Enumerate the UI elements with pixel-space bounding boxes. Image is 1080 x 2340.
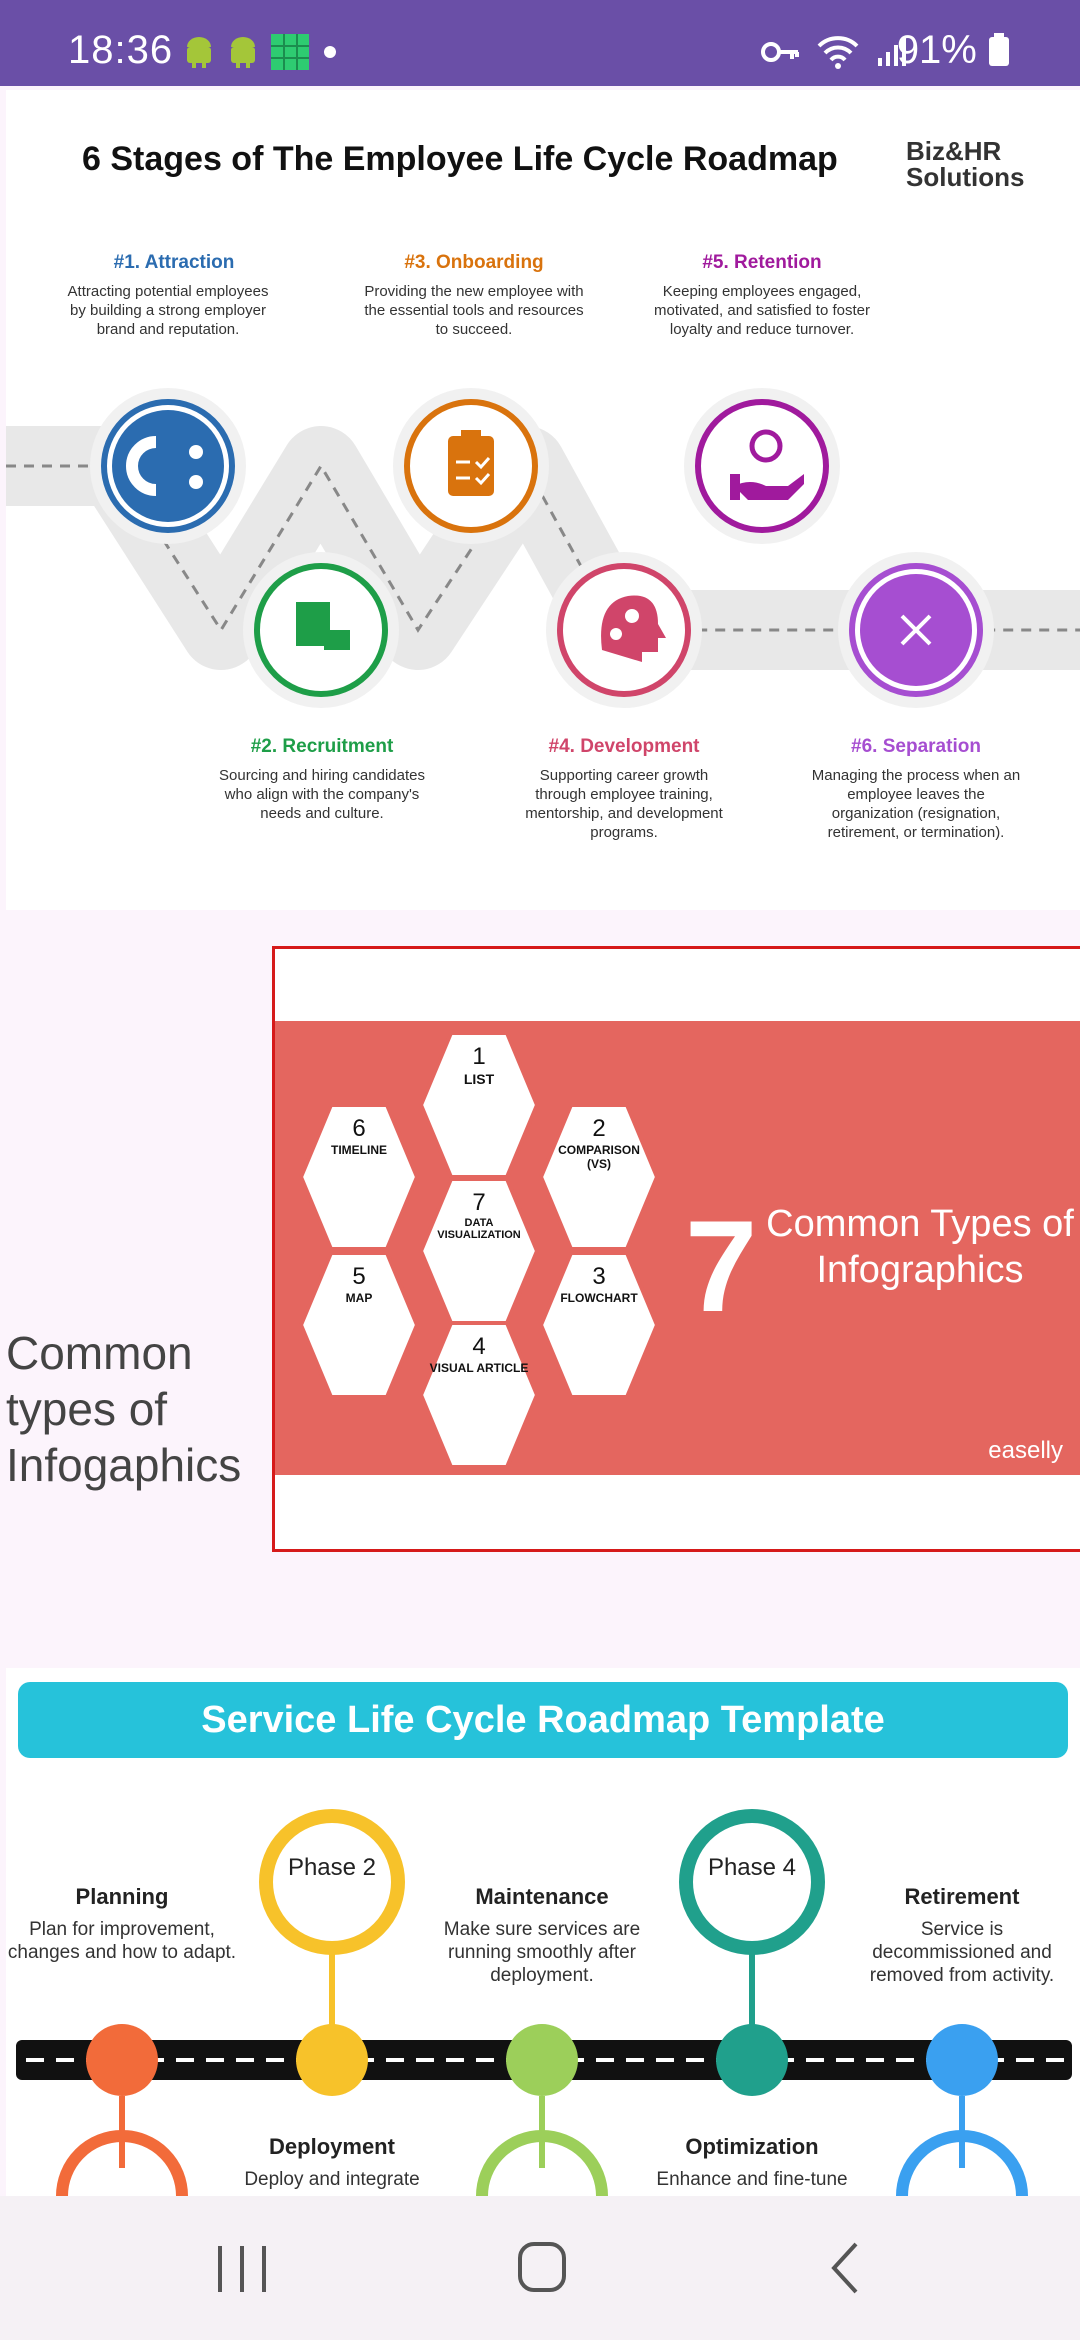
planning-desc: Plan for improvement, changes and how to… (7, 1919, 237, 1963)
stage-1-desc: Attracting potential employees by buildi… (67, 283, 269, 338)
brand-logo: Biz&HR Solutions (906, 138, 1024, 190)
hex-7-num: 7 (472, 1189, 486, 1216)
hex-5-label: 5 MAP (309, 1263, 409, 1305)
selected-infographic-frame[interactable]: 1 LIST 2 COMPARISON (VS) 3 FLOWCHART 4 V… (272, 946, 1080, 1552)
employee-lifecycle-infographic[interactable]: 6 Stages of The Employee Life Cycle Road… (6, 90, 1080, 910)
status-time: 18:36 (68, 28, 174, 72)
deployment-desc: Deploy and integrate (244, 2169, 420, 2190)
roadmap-path (6, 388, 1080, 708)
battery-icon (989, 33, 1009, 66)
vpn-key-icon (760, 37, 800, 72)
battery-level: 91% (897, 28, 1010, 73)
watermark: easelly (988, 1437, 1063, 1464)
signal-icon (876, 36, 908, 73)
hex-1-num: 1 (472, 1043, 486, 1070)
stage-3-desc: Providing the new employee with the esse… (364, 283, 584, 338)
hex-2-text: COMPARISON (VS) (558, 1143, 640, 1171)
stage-5-title: #5. Retention (702, 252, 822, 273)
hex-6-label: 6 TIMELINE (309, 1115, 409, 1157)
stage-1-title: #1. Attraction (113, 252, 235, 273)
stage-4-desc: Supporting career growth through employe… (525, 767, 723, 841)
hex-7-text: DATA VISUALIZATION (437, 1217, 521, 1241)
system-nav-bar (0, 2196, 1080, 2340)
stage-5-badge (684, 388, 840, 544)
phase-2-label: Phase 2 (287, 1854, 377, 1881)
hex-7-label: 7 DATA VISUALIZATION (425, 1189, 533, 1241)
hex-6-num: 6 (352, 1115, 366, 1142)
phase-4-label: Phase 4 (707, 1854, 797, 1881)
deployment-title: Deployment (269, 2134, 395, 2159)
hex-5-num: 5 (352, 1263, 366, 1290)
hex-3-num: 3 (592, 1263, 606, 1290)
service-timeline (16, 1809, 1072, 2196)
infographic-title: 6 Stages of The Employee Life Cycle Road… (82, 140, 838, 178)
maintenance-desc: Make sure services are running smoothly … (443, 1919, 641, 1986)
close-icon (900, 614, 932, 646)
hex-3 (538, 1251, 660, 1399)
back-icon (831, 2242, 858, 2294)
maintenance-title: Maintenance (475, 1884, 609, 1909)
infographic-headline: Common Types of Infographics (766, 1203, 1074, 1291)
sheets-icon (270, 33, 310, 76)
hex-6-text: TIMELINE (331, 1143, 387, 1157)
hex-5-text: MAP (345, 1291, 373, 1305)
android-icon (226, 35, 260, 74)
hex-1-label: 1 LIST (429, 1043, 529, 1087)
hex-6 (298, 1103, 420, 1251)
dot-icon (320, 42, 340, 67)
brand-line2: Solutions (906, 162, 1025, 192)
hex-3-text: FLOWCHART (560, 1291, 638, 1305)
stage-2-title: #2. Recruitment (250, 736, 394, 757)
hexagon-cluster (298, 1031, 660, 1469)
service-banner: Service Life Cycle Roadmap Template (18, 1682, 1068, 1758)
android-icon (182, 35, 216, 74)
retirement-desc: Service is decommissioned and removed fr… (869, 1919, 1055, 1986)
recent-apps-icon (218, 2246, 266, 2292)
battery-percent: 91% (896, 28, 977, 72)
hex-4-text: VISUAL ARTICLE (429, 1361, 529, 1375)
section-caption: Common types of Infogaphics (6, 1327, 242, 1491)
hex-4-label: 4 VISUAL ARTICLE (425, 1333, 533, 1375)
optimization-desc: Enhance and fine-tune (656, 2169, 848, 2190)
stage-5-desc: Keeping employees engaged, motivated, an… (654, 283, 870, 338)
hex-2 (538, 1103, 660, 1251)
hex-2-num: 2 (592, 1115, 606, 1142)
head-gears-icon (601, 595, 666, 662)
hex-3-label: 3 FLOWCHART (549, 1263, 649, 1305)
magnet-icon (126, 436, 203, 496)
hex-5 (298, 1251, 420, 1399)
retirement-title: Retirement (904, 1884, 1020, 1909)
hand-person-icon (730, 429, 804, 500)
planning-title: Planning (75, 1884, 169, 1909)
stage-4-title: #4. Development (548, 736, 700, 757)
documents-icon (296, 602, 350, 650)
wifi-icon (816, 34, 860, 75)
home-icon (518, 2242, 566, 2292)
hex-2-label: 2 COMPARISON (VS) (549, 1115, 649, 1171)
stage-3-title: #3. Onboarding (404, 252, 544, 273)
hex-7 (418, 1177, 540, 1325)
hex-4-num: 4 (472, 1333, 486, 1360)
optimization-title: Optimization (685, 2134, 819, 2159)
brand-line1: Biz&HR (906, 136, 1002, 166)
big-seven: 7 (685, 1193, 758, 1339)
status-bar: 18:36 91% (0, 0, 1080, 86)
clipboard-check-icon (448, 430, 494, 496)
stage-1-badge (90, 388, 246, 544)
infographic-image: 1 LIST 2 COMPARISON (VS) 3 FLOWCHART 4 V… (275, 1021, 1080, 1475)
stage-6-title: #6. Separation (851, 736, 981, 757)
home-button[interactable] (516, 2240, 572, 2301)
recent-apps-button[interactable] (212, 2242, 272, 2301)
stage-2-desc: Sourcing and hiring candidates who align… (219, 767, 425, 822)
hex-1-text: LIST (463, 1071, 495, 1087)
stage-6-desc: Managing the process when an employee le… (811, 767, 1021, 841)
service-lifecycle-infographic[interactable]: Service Life Cycle Roadmap Template Plan… (6, 1668, 1080, 2196)
back-button[interactable] (826, 2240, 866, 2301)
